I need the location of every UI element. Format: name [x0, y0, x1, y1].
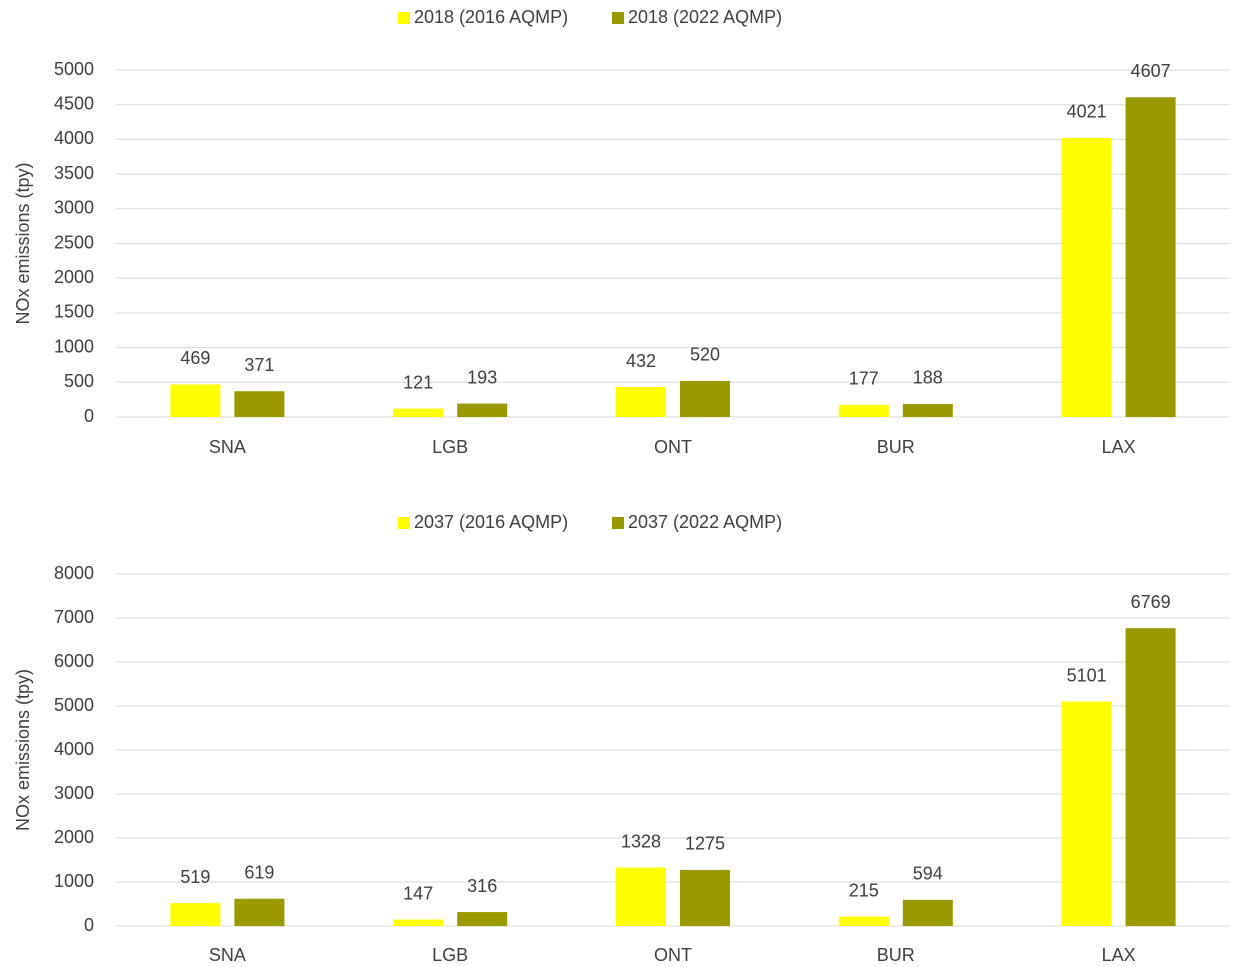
bar: [680, 380, 730, 417]
bar: [680, 869, 730, 926]
bar: [234, 391, 285, 417]
y-tick-label: 7000: [54, 607, 94, 627]
y-tick-label: 4000: [54, 128, 94, 148]
legend-label: 2018 (2022 AQMP): [628, 7, 782, 27]
data-label: 371: [244, 355, 274, 375]
y-tick-label: 2000: [54, 267, 94, 287]
x-tick-label: LAX: [1102, 945, 1136, 965]
data-label: 520: [690, 345, 720, 365]
bar: [902, 403, 953, 417]
bar: [170, 384, 221, 417]
data-label: 469: [180, 348, 210, 368]
data-label: 188: [913, 368, 943, 388]
data-label: 594: [913, 864, 943, 884]
y-axis-label: NOx emissions (tpy): [13, 162, 33, 324]
y-tick-label: 6000: [54, 651, 94, 671]
legend-label: 2037 (2016 AQMP): [414, 512, 568, 532]
y-tick-label: 1000: [54, 336, 94, 356]
data-label: 1275: [685, 834, 725, 854]
data-label: 215: [849, 880, 879, 900]
legend-swatch: [612, 12, 624, 24]
data-label: 6769: [1131, 592, 1171, 612]
data-label: 4607: [1131, 61, 1171, 81]
bar: [902, 899, 953, 926]
data-label: 1328: [621, 831, 661, 851]
y-tick-label: 0: [84, 915, 94, 935]
bar: [1061, 701, 1112, 926]
bar: [393, 919, 444, 926]
x-tick-label: BUR: [877, 437, 915, 457]
y-tick-label: 2000: [54, 827, 94, 847]
legend-label: 2037 (2022 AQMP): [628, 512, 782, 532]
legend-label: 2018 (2016 AQMP): [414, 7, 568, 27]
bar: [838, 916, 889, 926]
bar: [457, 403, 508, 417]
data-label: 5101: [1067, 665, 1107, 685]
bar: [616, 867, 666, 926]
y-tick-label: 3000: [54, 198, 94, 218]
x-tick-label: SNA: [209, 945, 246, 965]
x-tick-label: LGB: [432, 945, 468, 965]
legend-swatch: [398, 517, 410, 529]
y-tick-label: 500: [64, 371, 94, 391]
data-label: 619: [244, 863, 274, 883]
x-tick-label: SNA: [209, 437, 246, 457]
data-label: 193: [467, 367, 497, 387]
y-axis-label: NOx emissions (tpy): [13, 669, 33, 831]
y-tick-label: 4000: [54, 739, 94, 759]
bar: [838, 404, 889, 417]
bar: [1061, 137, 1112, 417]
data-label: 519: [180, 867, 210, 887]
y-tick-label: 0: [84, 406, 94, 426]
y-tick-label: 8000: [54, 563, 94, 583]
x-tick-label: ONT: [654, 945, 692, 965]
y-tick-label: 1000: [54, 871, 94, 891]
bar: [457, 912, 508, 926]
bar: [616, 387, 666, 417]
legend-swatch: [612, 517, 624, 529]
legend-swatch: [398, 12, 410, 24]
bar: [393, 408, 444, 417]
data-label: 121: [403, 372, 433, 392]
data-label: 432: [626, 351, 656, 371]
y-tick-label: 3500: [54, 163, 94, 183]
data-label: 177: [849, 368, 879, 388]
y-tick-label: 2500: [54, 232, 94, 252]
y-tick-label: 3000: [54, 783, 94, 803]
x-tick-label: BUR: [877, 945, 915, 965]
x-tick-label: LGB: [432, 437, 468, 457]
bar: [170, 903, 221, 926]
y-tick-label: 1500: [54, 302, 94, 322]
x-tick-label: LAX: [1102, 437, 1136, 457]
y-tick-label: 4500: [54, 93, 94, 113]
data-label: 4021: [1067, 102, 1107, 122]
y-tick-label: 5000: [54, 59, 94, 79]
data-label: 316: [467, 876, 497, 896]
bar: [1125, 628, 1176, 926]
bar: [1125, 97, 1176, 417]
bar: [234, 898, 285, 926]
x-tick-label: ONT: [654, 437, 692, 457]
y-tick-label: 5000: [54, 695, 94, 715]
data-label: 147: [403, 883, 433, 903]
